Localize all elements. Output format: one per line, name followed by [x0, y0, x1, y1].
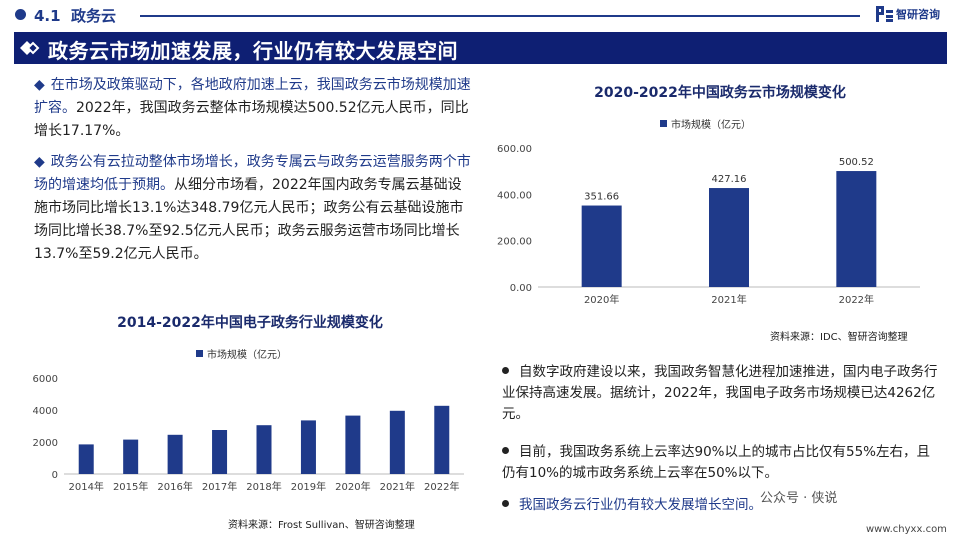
chart-source: 资料来源：Frost Sullivan、智研咨询整理: [228, 520, 415, 531]
diamond-arrow-icon: [20, 41, 40, 55]
bullet-cloud-adoption: 目前，我国政务系统上云率达90%以上的城市占比仅有55%左右，且仍有10%的城市…: [502, 442, 942, 484]
egov-bar-chart: 0 2000 4000 6000 2014年 2015年 2016年 2017年 2018年 20…: [33, 374, 464, 493]
bullet-egov-growth: 自数字政府建设以来，我国政务智慧化进程加速推进，国内电子政务行业保持高速发展。据…: [502, 362, 942, 425]
data-label: 351.66: [584, 192, 619, 203]
brand-name: 智研咨询: [896, 8, 940, 21]
x-tick-label: 2021年: [711, 293, 746, 306]
headline-banner: 政务云市场加速发展，行业仍有较大发展空间: [14, 32, 947, 64]
y-tick-label: 600.00: [497, 144, 532, 155]
x-tick-label: 2019年: [291, 480, 326, 493]
chart-legend: 市场规模（亿元）: [196, 346, 287, 361]
bar: [123, 439, 139, 474]
bullet-growth-space: 我国政务云行业仍有较大发展增长空间。: [502, 495, 942, 516]
gov-cloud-bar-chart: 0.00 200.00 400.00 600.00 2020年 351.66 2021年 42…: [497, 144, 920, 306]
x-tick-label: 2022年: [424, 480, 459, 493]
bar: [434, 405, 450, 474]
section-rule: [140, 15, 860, 17]
x-tick-label: 2021年: [380, 480, 415, 493]
x-tick-label: 2016年: [157, 480, 192, 493]
paragraph-body: 2022年，我国政务云整体市场规模达500.52亿元人民币，同比增长17.17%…: [34, 100, 469, 139]
chart-source: 资料来源：IDC、智研咨询整理: [770, 332, 908, 343]
legend-swatch: [660, 120, 667, 127]
paragraph-body: 从细分市场看，2022年国内政务专属云基础设施市场同比增长13.1%达348.7…: [34, 177, 464, 262]
chart-title: 2014-2022年中国电子政务行业规模变化: [117, 315, 383, 331]
section-header: 4.1 政务云 智研咨询: [0, 0, 960, 30]
bullet-text: 我国政务云行业仍有较大发展增长空间。: [519, 497, 762, 513]
chart-title: 2020-2022年中国政务云市场规模变化: [594, 85, 846, 101]
y-tick-label: 6000: [33, 374, 58, 385]
bullet-dot-icon: [502, 499, 509, 507]
bar: [167, 434, 183, 474]
bar: [389, 410, 405, 474]
y-tick-label: 400.00: [497, 190, 532, 201]
paragraph-market-growth: ◆ 在市场及政策驱动下，各地政府加速上云，我国政务云市场规模加速扩容。2022年，…: [34, 74, 474, 143]
diamond-bullet-icon: ◆: [34, 154, 45, 170]
x-tick-label: 2017年: [202, 480, 237, 493]
diamond-bullet-icon: ◆: [34, 77, 45, 93]
bar: [212, 430, 228, 474]
x-tick-label: 2015年: [113, 480, 148, 493]
paragraph-highlight: 在市场及政策驱动下，各地政府加速上云，我国政务云市场规模加速扩容。: [34, 77, 471, 116]
legend-swatch: [196, 350, 203, 357]
bar: [300, 420, 316, 474]
x-tick-label: 2018年: [246, 480, 281, 493]
bar: [256, 425, 272, 474]
bullet-text: 自数字政府建设以来，我国政务智慧化进程加速推进，国内电子政务行业保持高速发展。据…: [502, 364, 938, 422]
section-dot-icon: [15, 9, 26, 20]
x-tick-label: 2022年: [839, 293, 874, 306]
legend-label: 市场规模（亿元）: [671, 120, 751, 131]
bar: [581, 205, 622, 287]
y-tick-label: 4000: [33, 406, 58, 417]
x-tick-label: 2020年: [584, 293, 619, 306]
chart-legend: 市场规模（亿元）: [660, 116, 751, 131]
y-tick-label: 200.00: [497, 237, 532, 248]
x-tick-label: 2020年: [335, 480, 370, 493]
data-label: 500.52: [839, 157, 874, 168]
bar: [836, 171, 877, 287]
paragraph-highlight: 政务公有云拉动整体市场增长，政务专属云与政务云运营服务两个市场的增速均低于预期。: [34, 154, 471, 193]
data-label: 427.16: [712, 174, 747, 185]
y-tick-label: 0: [52, 470, 58, 481]
brand: 智研咨询: [876, 6, 940, 22]
legend-label: 市场规模（亿元）: [207, 350, 287, 361]
bar: [78, 444, 94, 474]
headline-title: 政务云市场加速发展，行业仍有较大发展空间: [48, 39, 458, 63]
y-tick-label: 2000: [33, 438, 58, 449]
bar: [709, 188, 749, 287]
y-tick-label: 0.00: [510, 283, 532, 294]
x-tick-label: 2014年: [68, 480, 103, 493]
paragraph-segment-growth: ◆ 政务公有云拉动整体市场增长，政务专属云与政务云运营服务两个市场的增速均低于预期…: [34, 151, 474, 266]
section-heading: 4.1 政务云: [34, 7, 117, 25]
bullet-dot-icon: [502, 366, 509, 374]
website-url: www.chyxx.com: [866, 524, 947, 535]
watermark-text: 公众号 · 侠说: [760, 491, 838, 506]
bullet-dot-icon: [502, 446, 509, 454]
brand-logo-icon: [876, 6, 893, 22]
bar: [345, 415, 361, 474]
bullet-text: 目前，我国政务系统上云率达90%以上的城市占比仅有55%左右，且仍有10%的城市…: [502, 444, 931, 481]
